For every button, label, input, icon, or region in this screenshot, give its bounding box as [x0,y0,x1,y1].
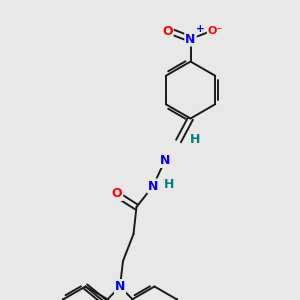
Text: O⁻: O⁻ [208,26,223,37]
Text: N: N [115,280,125,293]
Text: O: O [112,187,122,200]
Text: O: O [162,25,173,38]
Text: N: N [148,179,158,193]
Text: H: H [190,133,200,146]
Text: +: + [196,23,205,34]
Text: N: N [160,154,170,167]
Text: H: H [164,178,175,191]
Text: N: N [185,32,196,46]
